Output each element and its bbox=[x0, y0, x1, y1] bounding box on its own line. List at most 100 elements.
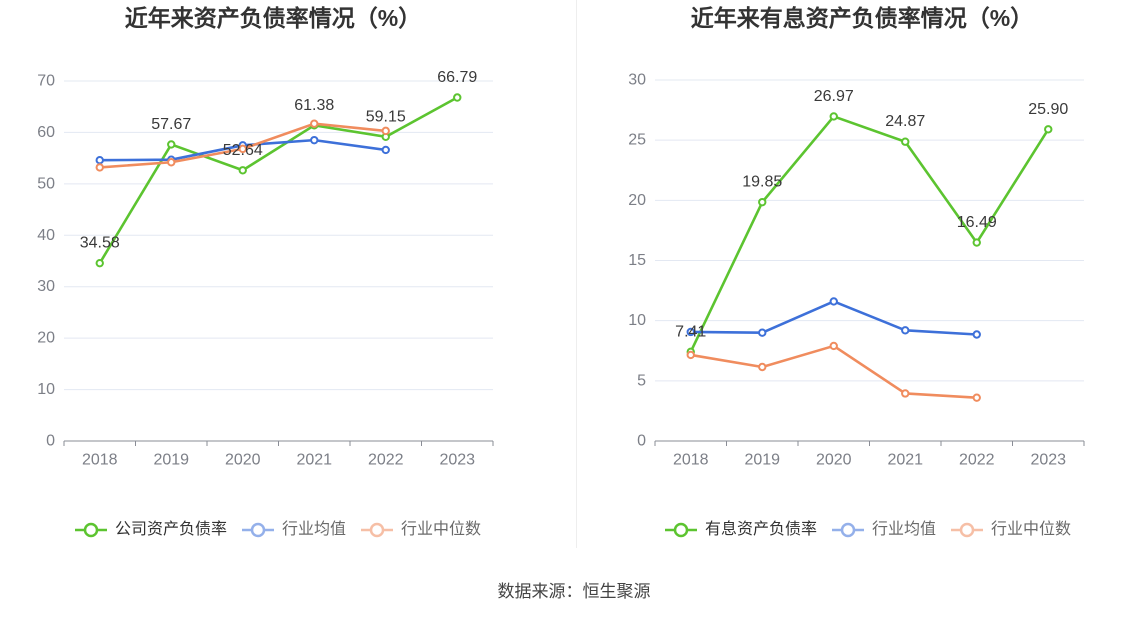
data-point[interactable] bbox=[167, 140, 176, 149]
y-tick-label: 20 bbox=[628, 192, 646, 209]
data-point[interactable] bbox=[686, 350, 695, 360]
y-tick-label: 20 bbox=[37, 330, 55, 347]
x-tick-label: 2018 bbox=[82, 452, 118, 469]
legend-line-circle-icon bbox=[832, 522, 865, 538]
data-point[interactable] bbox=[167, 158, 176, 167]
data-point[interactable] bbox=[972, 330, 981, 339]
data-point[interactable] bbox=[758, 197, 767, 207]
data-point[interactable] bbox=[1044, 125, 1053, 134]
data-point[interactable] bbox=[686, 327, 695, 337]
legend-label: 有息资产负债率 bbox=[705, 521, 818, 538]
data-point[interactable] bbox=[95, 163, 104, 172]
legend-label: 行业均值 bbox=[282, 521, 347, 538]
y-tick-label: 60 bbox=[37, 124, 55, 141]
legend-item-industry-average[interactable]: 行业均值 bbox=[832, 520, 936, 540]
data-labels: 34.58 57.67 52.64 61.38 59.15 66.79 bbox=[80, 69, 478, 252]
grid-lines bbox=[64, 80, 493, 391]
legend-item-industry-median[interactable]: 行业中位数 bbox=[361, 520, 481, 540]
data-label: 24.87 bbox=[885, 113, 925, 130]
data-point[interactable] bbox=[829, 341, 838, 351]
x-tick-label: 2020 bbox=[225, 452, 261, 469]
x-tick-label: 2021 bbox=[887, 452, 923, 469]
data-label: 57.67 bbox=[151, 116, 191, 133]
y-tick-label: 30 bbox=[37, 278, 55, 295]
data-label: 26.97 bbox=[814, 88, 854, 105]
data-point[interactable] bbox=[972, 393, 981, 402]
legend-line-circle-icon bbox=[361, 522, 394, 538]
data-point[interactable] bbox=[453, 93, 462, 102]
y-tick-label: 30 bbox=[628, 72, 646, 89]
y-tick-label: 15 bbox=[628, 252, 646, 269]
legend-line-circle-icon bbox=[951, 522, 984, 538]
x-tick-label: 2018 bbox=[673, 452, 709, 469]
data-labels: 7.41 19.85 26.97 24.87 16.49 25.90 bbox=[675, 88, 1068, 340]
x-tick-label: 2023 bbox=[439, 452, 475, 469]
data-point[interactable] bbox=[901, 326, 910, 335]
data-point[interactable] bbox=[381, 126, 390, 136]
legend-right: 有息资产负债率 行业均值 行业中位数 bbox=[665, 520, 1071, 540]
y-tick-label: 10 bbox=[37, 381, 55, 398]
data-point[interactable] bbox=[758, 362, 767, 372]
data-point[interactable] bbox=[238, 144, 247, 154]
chart-title-interest-bearing-debt-ratio: 近年来有息资产负债率情况（%） bbox=[690, 5, 1034, 31]
series-2 bbox=[686, 341, 981, 402]
series-2 bbox=[95, 119, 390, 172]
data-label: 52.64 bbox=[223, 142, 263, 159]
chart-left-plot: 0 10 20 30 40 50 60 70 2018 2019 2020 2021 2022 2023 3… bbox=[37, 69, 494, 469]
data-point[interactable] bbox=[95, 258, 104, 268]
data-point[interactable] bbox=[238, 166, 247, 175]
data-label: 34.58 bbox=[80, 235, 120, 252]
y-tick-label: 0 bbox=[637, 433, 646, 450]
x-tick-label: 2023 bbox=[1030, 452, 1066, 469]
x-tick-label: 2022 bbox=[368, 452, 404, 469]
data-point[interactable] bbox=[381, 145, 390, 155]
legend-item-industry-average[interactable]: 行业均值 bbox=[242, 520, 346, 540]
chart-title-debt-ratio: 近年来资产负债率情况（%） bbox=[124, 5, 422, 31]
data-point[interactable] bbox=[901, 137, 910, 146]
data-point[interactable] bbox=[310, 135, 319, 145]
data-label: 7.41 bbox=[675, 323, 706, 340]
series-1 bbox=[686, 297, 981, 339]
legend-label: 行业均值 bbox=[872, 521, 937, 538]
series-line bbox=[689, 300, 979, 336]
y-tick-label: 25 bbox=[628, 132, 646, 149]
data-label: 61.38 bbox=[294, 97, 334, 114]
data-point[interactable] bbox=[758, 328, 767, 337]
legend-label: 行业中位数 bbox=[401, 521, 482, 538]
legend-label: 公司资产负债率 bbox=[115, 521, 228, 538]
data-label: 25.90 bbox=[1028, 101, 1068, 118]
grid-lines bbox=[655, 79, 1084, 382]
y-tick-label: 50 bbox=[37, 175, 55, 192]
legend-label: 行业中位数 bbox=[991, 521, 1072, 538]
data-source-note: 数据来源：恒生聚源 bbox=[497, 582, 651, 601]
y-tick-label: 5 bbox=[637, 372, 646, 389]
panel-divider bbox=[576, 0, 577, 548]
data-point[interactable] bbox=[829, 297, 838, 306]
legend-line-circle-icon bbox=[75, 522, 107, 538]
data-point[interactable] bbox=[901, 389, 910, 398]
data-point[interactable] bbox=[972, 238, 981, 247]
data-point[interactable] bbox=[95, 156, 104, 165]
y-tick-label: 70 bbox=[37, 73, 55, 90]
data-label: 66.79 bbox=[437, 69, 477, 86]
data-label: 19.85 bbox=[742, 174, 782, 191]
legend-left: 公司资产负债率 行业均值 行业中位数 bbox=[75, 520, 481, 540]
x-tick-label: 2022 bbox=[959, 452, 995, 469]
x-tick-label: 2020 bbox=[816, 452, 852, 469]
series-0 bbox=[686, 112, 1053, 357]
x-tick-label: 2019 bbox=[153, 452, 189, 469]
legend-item-industry-median[interactable]: 行业中位数 bbox=[951, 520, 1071, 540]
data-label: 59.15 bbox=[366, 108, 406, 125]
data-point[interactable] bbox=[310, 119, 319, 128]
y-tick-label: 40 bbox=[37, 227, 55, 244]
legend-item-interest-bearing-debt-ratio[interactable]: 有息资产负债率 bbox=[665, 520, 817, 540]
y-tick-label: 10 bbox=[628, 312, 646, 329]
x-tick-label: 2021 bbox=[296, 452, 332, 469]
data-point[interactable] bbox=[829, 112, 838, 121]
y-tick-label: 0 bbox=[46, 433, 55, 450]
series-line bbox=[689, 344, 979, 399]
series-line bbox=[689, 115, 1050, 354]
legend-item-company-debt-ratio[interactable]: 公司资产负债率 bbox=[75, 520, 227, 540]
